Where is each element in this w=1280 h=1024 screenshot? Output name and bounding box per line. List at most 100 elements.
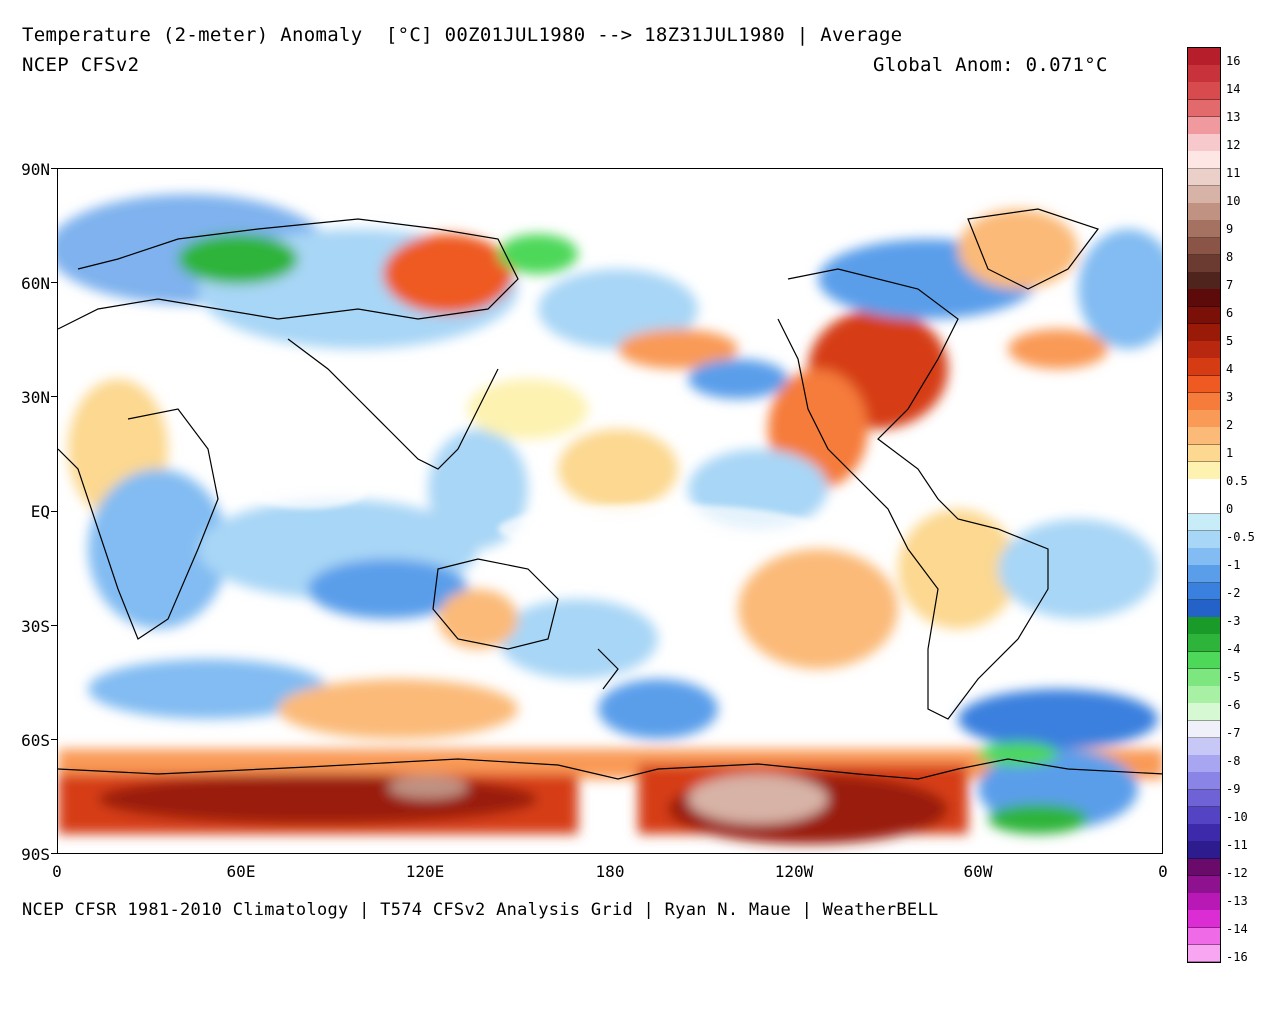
colorbar-label: -1 — [1226, 558, 1241, 572]
lat-label-eq: EQ — [30, 502, 50, 521]
lon-label-60e: 60E — [226, 862, 256, 881]
colorbar-swatch — [1188, 893, 1220, 911]
lat-label-90s: 90S — [21, 845, 50, 864]
anomaly-map — [57, 168, 1163, 854]
colorbar-swatch — [1188, 668, 1220, 687]
colorbar-swatch — [1188, 530, 1220, 549]
lon-label-180: 180 — [595, 862, 625, 881]
colorbar-swatch — [1188, 789, 1220, 808]
colorbar-swatch — [1188, 65, 1220, 83]
model-name: NCEP CFSv2 — [22, 54, 140, 76]
colorbar — [1187, 47, 1221, 963]
colorbar-swatch — [1188, 772, 1220, 791]
colorbar-swatch — [1188, 548, 1220, 566]
map-title: Temperature (2-meter) Anomaly [°C] 00Z01… — [22, 24, 903, 46]
colorbar-swatch — [1188, 220, 1220, 239]
colorbar-label: 3 — [1226, 390, 1234, 404]
colorbar-label: 0.5 — [1226, 474, 1248, 488]
lon-label-120e: 120E — [405, 862, 445, 881]
colorbar-label: -10 — [1226, 810, 1248, 824]
colorbar-label: -4 — [1226, 642, 1241, 656]
lat-label-60s: 60S — [21, 731, 50, 750]
colorbar-swatch — [1188, 496, 1220, 515]
colorbar-swatch — [1188, 686, 1220, 704]
colorbar-label: 11 — [1226, 166, 1241, 180]
colorbar-swatch — [1188, 272, 1220, 290]
global-anomaly-value: Global Anom: 0.071°C — [873, 54, 1108, 76]
colorbar-swatch — [1188, 944, 1220, 963]
anomaly-map-graphic — [58, 169, 1162, 853]
colorbar-swatch — [1188, 168, 1220, 187]
colorbar-swatch — [1188, 858, 1220, 877]
colorbar-label: 10 — [1226, 194, 1241, 208]
colorbar-swatch — [1188, 99, 1220, 118]
colorbar-swatch — [1188, 48, 1220, 66]
colorbar-swatch — [1188, 737, 1220, 756]
colorbar-label: -3 — [1226, 614, 1241, 628]
lat-label-90n: 90N — [21, 160, 50, 179]
colorbar-swatch — [1188, 634, 1220, 653]
lat-tick — [51, 396, 57, 397]
colorbar-label: 2 — [1226, 418, 1234, 432]
colorbar-swatch — [1188, 703, 1220, 722]
colorbar-swatch — [1188, 651, 1220, 670]
colorbar-swatch — [1188, 289, 1220, 308]
colorbar-swatch — [1188, 927, 1220, 946]
colorbar-label: 13 — [1226, 110, 1241, 124]
colorbar-swatch — [1188, 203, 1220, 221]
colorbar-swatch — [1188, 461, 1220, 480]
lat-label-30n: 30N — [21, 388, 50, 407]
colorbar-label: 6 — [1226, 306, 1234, 320]
colorbar-swatch — [1188, 806, 1220, 825]
colorbar-swatch — [1188, 875, 1220, 894]
colorbar-swatch — [1188, 720, 1220, 739]
colorbar-swatch — [1188, 358, 1220, 377]
colorbar-label: -13 — [1226, 894, 1248, 908]
colorbar-swatch — [1188, 582, 1220, 601]
colorbar-swatch — [1188, 341, 1220, 359]
colorbar-label: 4 — [1226, 362, 1234, 376]
colorbar-swatch — [1188, 237, 1220, 256]
colorbar-swatch — [1188, 116, 1220, 135]
colorbar-swatch — [1188, 617, 1220, 635]
colorbar-swatch — [1188, 82, 1220, 101]
colorbar-label: -7 — [1226, 726, 1241, 740]
colorbar-label: -2 — [1226, 586, 1241, 600]
colorbar-swatch — [1188, 910, 1220, 928]
lat-tick — [51, 511, 57, 512]
lat-label-30s: 30S — [21, 617, 50, 636]
lon-label-0: 0 — [52, 862, 62, 881]
colorbar-label: -14 — [1226, 922, 1248, 936]
colorbar-label: -8 — [1226, 754, 1241, 768]
lat-tick — [51, 282, 57, 283]
credits-footer: NCEP CFSR 1981-2010 Climatology | T574 C… — [22, 900, 939, 920]
colorbar-swatch — [1188, 565, 1220, 584]
colorbar-label: 14 — [1226, 82, 1241, 96]
colorbar-swatch — [1188, 254, 1220, 273]
colorbar-label: -16 — [1226, 950, 1248, 964]
colorbar-swatch — [1188, 306, 1220, 325]
lat-tick — [51, 739, 57, 740]
colorbar-swatch — [1188, 444, 1220, 463]
lat-tick — [51, 625, 57, 626]
colorbar-swatch — [1188, 375, 1220, 394]
lon-label-60w: 60W — [963, 862, 993, 881]
colorbar-swatch — [1188, 599, 1220, 618]
colorbar-label: -0.5 — [1226, 530, 1255, 544]
colorbar-label: -9 — [1226, 782, 1241, 796]
colorbar-swatch — [1188, 410, 1220, 428]
lon-label-120w: 120W — [774, 862, 814, 881]
colorbar-label: -11 — [1226, 838, 1248, 852]
colorbar-swatch — [1188, 151, 1220, 170]
colorbar-label: 12 — [1226, 138, 1241, 152]
colorbar-label: 5 — [1226, 334, 1234, 348]
colorbar-swatch — [1188, 841, 1220, 860]
colorbar-swatch — [1188, 755, 1220, 773]
colorbar-swatch — [1188, 323, 1220, 342]
colorbar-label: 9 — [1226, 222, 1234, 236]
colorbar-swatch — [1188, 427, 1220, 446]
colorbar-label: -6 — [1226, 698, 1241, 712]
colorbar-label: -12 — [1226, 866, 1248, 880]
lat-tick — [51, 168, 57, 169]
colorbar-swatch — [1188, 479, 1220, 497]
